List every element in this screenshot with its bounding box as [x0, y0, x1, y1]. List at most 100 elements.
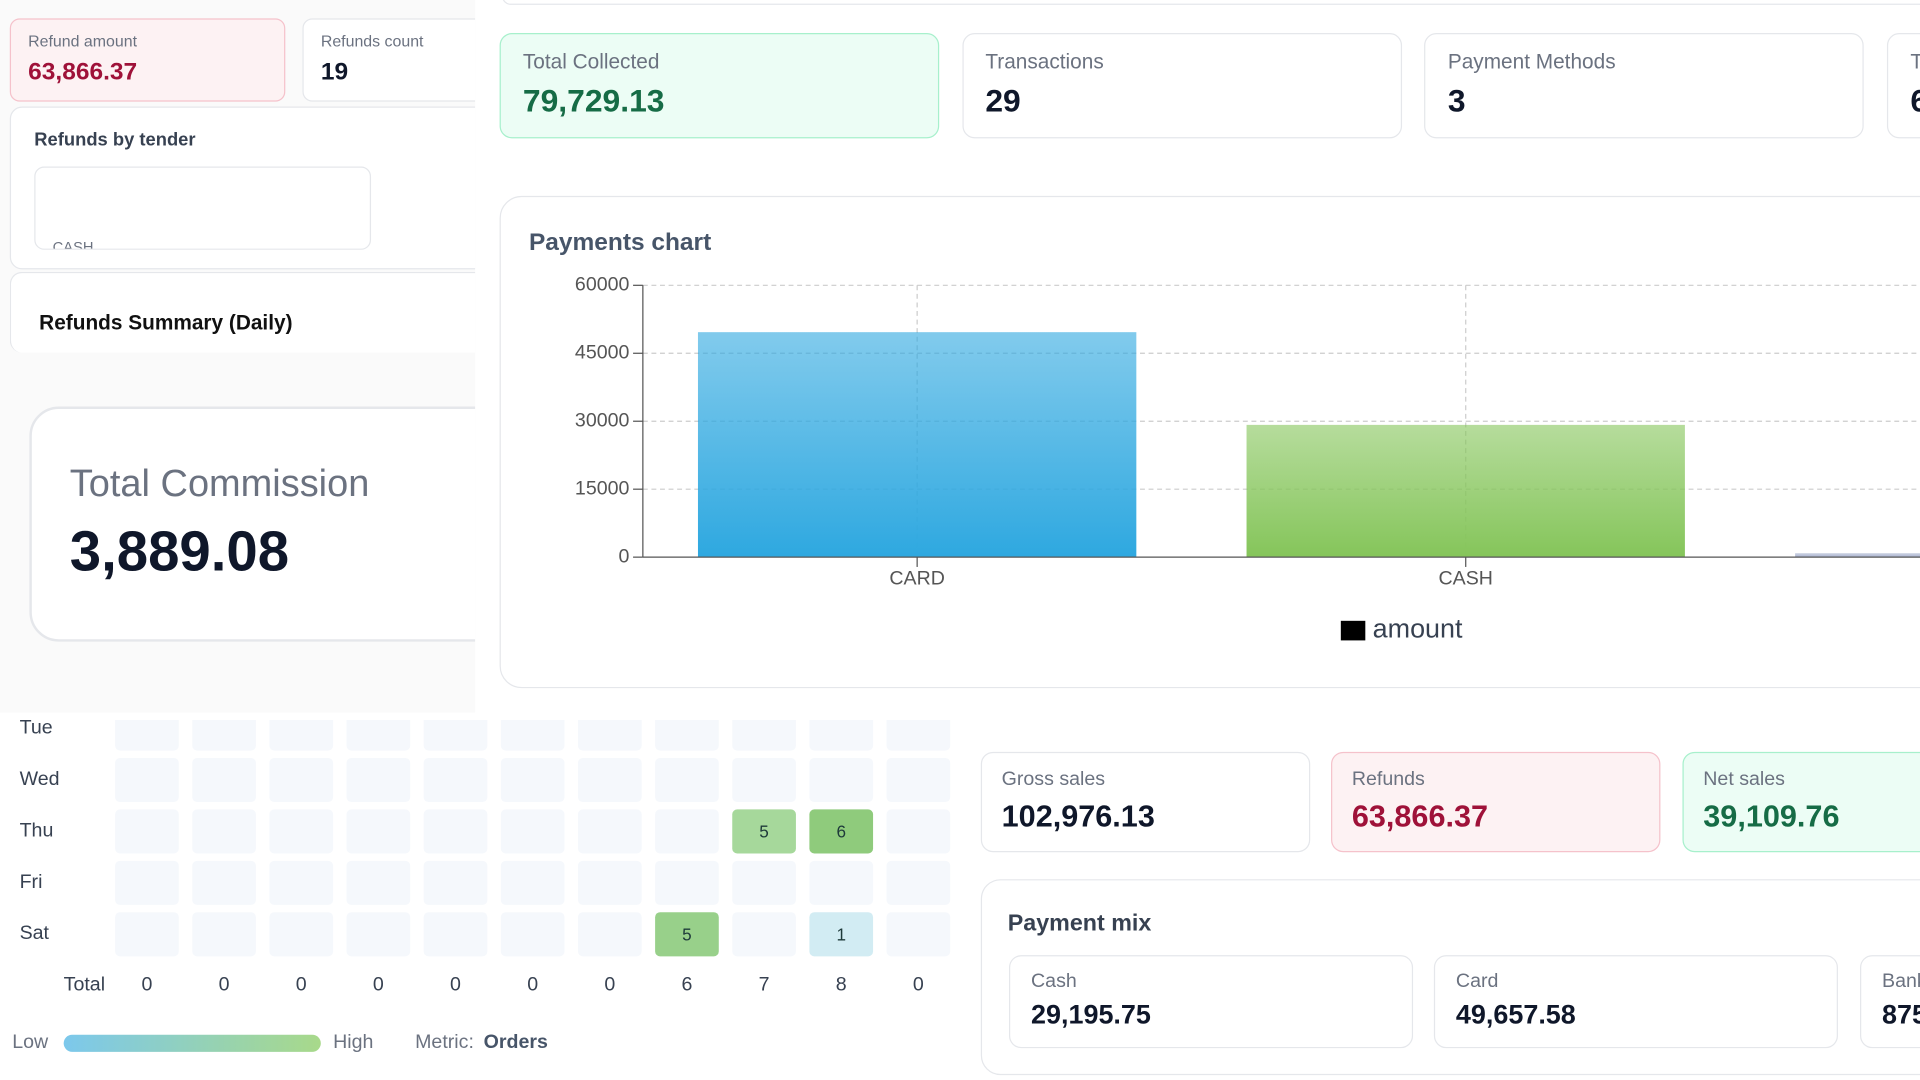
- heat-cell: [655, 860, 719, 905]
- section-title: Payment mix: [1007, 910, 1152, 937]
- chart-card: Payments chart 0 15000 30000 45000 60000 CARD C…: [499, 195, 1920, 689]
- metric-card: Total Collected 79,729.13: [499, 33, 940, 139]
- total-value: 8: [835, 974, 847, 996]
- heat-cell: [269, 757, 334, 803]
- heat-cell: [115, 757, 179, 803]
- total-value: 0: [604, 974, 616, 996]
- refunds-by-tender: Refunds by tender CASH63,866.37: [9, 106, 476, 270]
- heat-cell: [655, 720, 719, 751]
- sales-card: Gross sales 102,976.13: [980, 751, 1311, 853]
- heat-cell: [577, 720, 642, 751]
- heat-cell: 1: [809, 912, 874, 957]
- sales-card: Refunds 63,866.37: [1331, 751, 1661, 853]
- card-value: 3: [1447, 82, 1466, 119]
- card-label: T: [1910, 49, 1920, 76]
- legend-gradient: [63, 1034, 321, 1052]
- y-tick-label: 45000: [575, 341, 630, 363]
- heat-cell: [500, 912, 565, 957]
- card-label: Cash: [1031, 970, 1077, 992]
- total-value: 0: [450, 974, 461, 996]
- heat-cell: [886, 860, 951, 905]
- total-label: Total: [63, 974, 106, 996]
- commission-value: 3,889.08: [69, 519, 290, 583]
- heat-cell: 5: [732, 809, 796, 854]
- heat-cell: [500, 757, 565, 803]
- card-label: Refunds: [1351, 768, 1425, 790]
- total-value: 0: [372, 974, 384, 996]
- heat-cell: [809, 757, 874, 803]
- heat-cell: [423, 757, 488, 803]
- heat-cell: [115, 720, 179, 751]
- heat-cell: [192, 757, 256, 803]
- metric-card: Transactions 29: [962, 33, 1402, 139]
- chart-title: Payments chart: [529, 229, 711, 256]
- total-value: 0: [295, 974, 307, 996]
- heat-cell: [115, 912, 179, 957]
- metric-value: Orders: [483, 1031, 548, 1053]
- row-label: Thu: [19, 819, 54, 841]
- heat-cell: 6: [809, 809, 874, 854]
- card-value: 39,109.76: [1703, 799, 1840, 834]
- legend-swatch: [1340, 620, 1366, 641]
- heat-cell: [269, 720, 334, 751]
- heat-cell: [577, 757, 642, 803]
- row-label: Sat: [19, 922, 49, 944]
- legend-high: High: [333, 1031, 374, 1053]
- heat-cell: [115, 809, 179, 854]
- heat-cell: [269, 912, 334, 957]
- heat-cell: [423, 912, 488, 957]
- payment-mix: Payment mix Cash 29,195.75 Card 49,657.58 Ban…: [980, 879, 1920, 1076]
- card-value: 29,195.75: [1031, 998, 1151, 1030]
- cell-value: 6: [836, 821, 846, 842]
- card-label: Bank: [1882, 970, 1920, 992]
- mix-card: Card 49,657.58: [1433, 955, 1838, 1049]
- x-tick-label: CASH: [1439, 567, 1493, 589]
- card-value: 63,866.37: [1351, 799, 1489, 834]
- legend-low: Low: [12, 1031, 49, 1053]
- heat-cell: [655, 809, 719, 854]
- heat-cell: [732, 757, 796, 803]
- y-tick-label: 15000: [575, 477, 630, 499]
- heat-cell: [655, 757, 719, 803]
- metric-card: T6: [1887, 33, 1920, 139]
- refunds-panel: Refund amount 63,866.37 Refunds count 19 Ref…: [0, 0, 476, 713]
- metric-card: Payment Methods 3: [1424, 33, 1865, 139]
- bar: [697, 332, 1137, 558]
- heat-cell: [192, 809, 256, 854]
- heat-cell: [192, 912, 256, 957]
- card-label: Net sales: [1703, 768, 1785, 790]
- card-value: 79,729.13: [522, 82, 665, 119]
- row-label: Tue: [19, 720, 53, 738]
- card-value: 19: [320, 58, 349, 86]
- y-tick-label: 30000: [575, 409, 630, 431]
- commission-card: Total Commission 3,889.08: [29, 406, 476, 642]
- heat-cell: [809, 860, 874, 905]
- y-tick-label: 60000: [575, 273, 630, 295]
- total-value: 6: [681, 974, 693, 996]
- card-label: Payment Methods: [1447, 50, 1616, 74]
- payments-chart: Payments chart 0 15000 30000 45000 60000 CARD C…: [529, 229, 1920, 644]
- cell-value: 5: [682, 924, 692, 944]
- card-value: 6: [1910, 81, 1920, 122]
- heat-cell: [809, 720, 874, 751]
- mix-card: Cash 29,195.75: [1008, 955, 1414, 1049]
- heat-cell: [346, 757, 411, 803]
- heat-cell: [346, 860, 411, 905]
- card-value: 102,976.13: [1001, 799, 1155, 834]
- bar: [1246, 424, 1685, 558]
- card-label: Transactions: [985, 50, 1104, 74]
- legend-label: amount: [1373, 614, 1463, 644]
- card-label: CASH: [52, 239, 94, 250]
- metric-label: Metric:: [415, 1031, 474, 1053]
- sales-card: Net sales 39,109.76: [1682, 751, 1920, 853]
- heat-cell: [886, 720, 951, 751]
- heat-cell: [423, 809, 488, 854]
- card-label: Total Collected: [522, 50, 660, 74]
- total-value: 7: [758, 974, 770, 996]
- card-label: Refunds count: [320, 31, 424, 50]
- cell-value: 5: [759, 821, 769, 842]
- row-label: Wed: [19, 768, 60, 790]
- heat-cell: [886, 912, 951, 957]
- card-label: Gross sales: [1001, 768, 1106, 790]
